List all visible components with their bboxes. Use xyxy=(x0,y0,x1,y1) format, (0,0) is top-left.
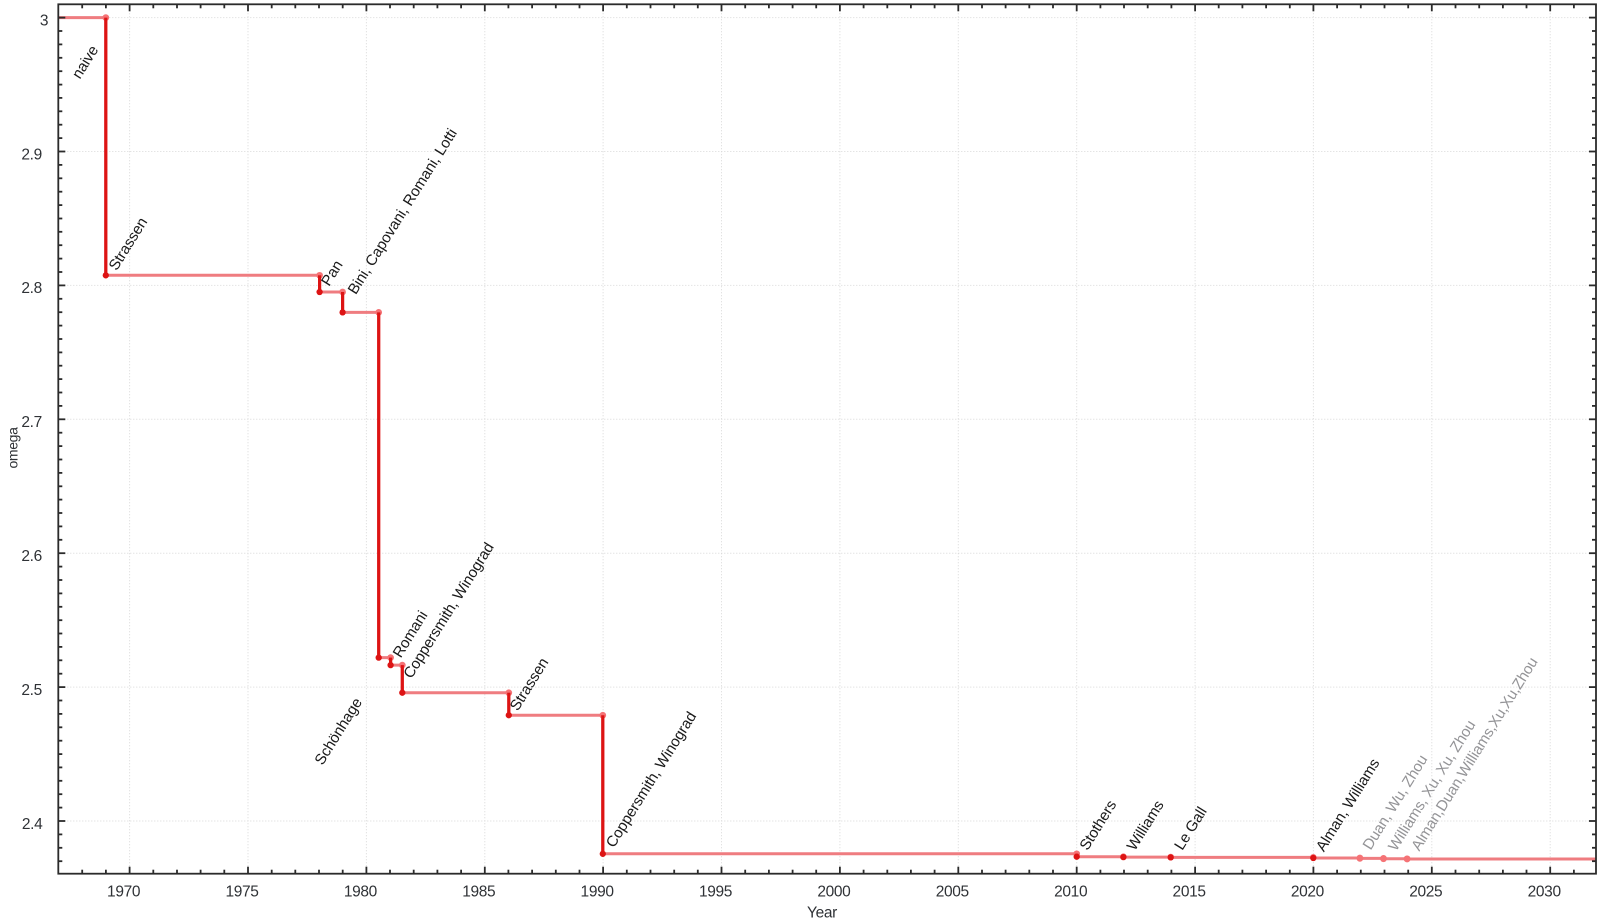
svg-text:2.8: 2.8 xyxy=(21,280,42,297)
svg-text:2000: 2000 xyxy=(817,884,851,901)
svg-text:1990: 1990 xyxy=(581,884,615,901)
svg-text:2005: 2005 xyxy=(936,884,969,901)
svg-text:1985: 1985 xyxy=(462,884,495,901)
svg-text:2020: 2020 xyxy=(1291,884,1325,901)
svg-text:2030: 2030 xyxy=(1528,884,1562,901)
svg-text:2.7: 2.7 xyxy=(21,414,42,431)
svg-text:1980: 1980 xyxy=(344,884,378,901)
svg-text:Year: Year xyxy=(807,905,837,920)
svg-text:2015: 2015 xyxy=(1173,884,1206,901)
svg-text:1970: 1970 xyxy=(107,884,141,901)
svg-text:2.9: 2.9 xyxy=(21,146,42,163)
svg-text:2.6: 2.6 xyxy=(21,548,42,565)
svg-text:2.5: 2.5 xyxy=(21,682,42,699)
svg-text:1995: 1995 xyxy=(699,884,732,901)
svg-text:2010: 2010 xyxy=(1054,884,1088,901)
svg-text:2025: 2025 xyxy=(1409,884,1442,901)
svg-text:2.4: 2.4 xyxy=(22,816,43,833)
svg-text:omega: omega xyxy=(5,427,21,469)
svg-text:1975: 1975 xyxy=(225,884,258,901)
svg-text:3: 3 xyxy=(40,12,48,29)
